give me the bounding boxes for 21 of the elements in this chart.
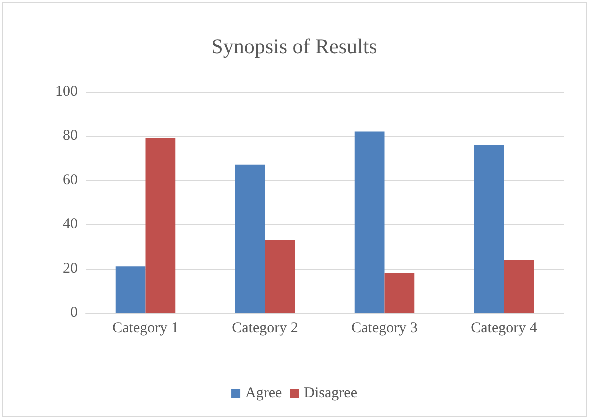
x-tick-label: Category 2 xyxy=(232,320,298,336)
y-tick-label: 40 xyxy=(63,216,78,233)
y-tick-label: 20 xyxy=(63,260,78,277)
x-tick-label: Category 1 xyxy=(112,320,179,336)
bar xyxy=(116,266,146,313)
x-tick-label: Category 3 xyxy=(352,320,418,336)
y-tick-label: 60 xyxy=(63,172,78,188)
bar xyxy=(146,138,176,313)
legend-label: Disagree xyxy=(304,386,358,402)
x-tick-label: Category 4 xyxy=(471,320,538,336)
legend-label: Agree xyxy=(246,386,283,402)
bar xyxy=(474,145,504,313)
bar xyxy=(384,273,415,313)
chart-title: Synopsis of Results xyxy=(212,34,378,58)
bar xyxy=(354,132,385,313)
y-tick-label: 100 xyxy=(56,84,78,100)
bar xyxy=(265,240,296,313)
y-tick-label: 80 xyxy=(63,128,78,144)
y-tick-label: 0 xyxy=(70,305,78,321)
bar xyxy=(504,260,534,313)
bar xyxy=(235,164,266,313)
